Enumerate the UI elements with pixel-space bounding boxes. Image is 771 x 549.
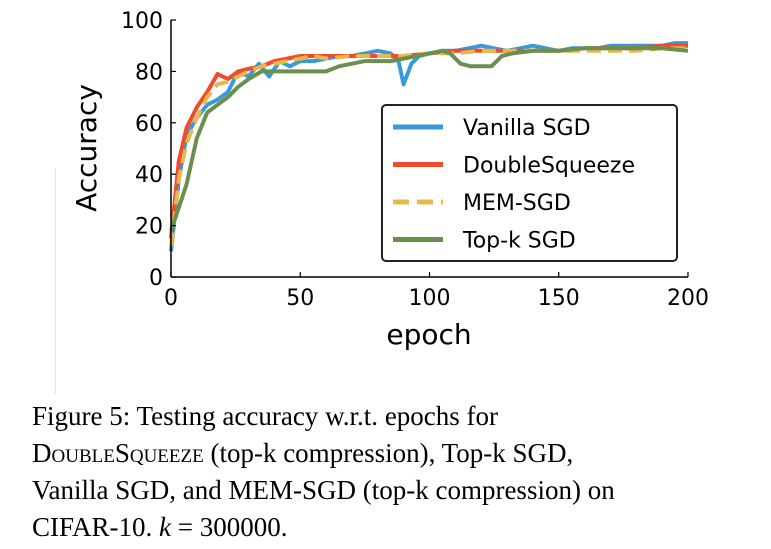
legend-label-mem-sgd: MEM-SGD (463, 191, 571, 216)
y-tick-label: 40 (135, 163, 163, 188)
caption-line-4: CIFAR-10. k = 300000. (32, 509, 750, 546)
caption-word: accuracy (222, 401, 319, 431)
series-layer (169, 41, 689, 252)
series-line-top-k-sgd (169, 46, 689, 232)
y-tick-label: 100 (121, 9, 163, 34)
caption-word: for (466, 401, 499, 431)
tick-layer: 0 50 100 150 200 0 20 40 60 80 100 (121, 9, 709, 311)
x-tick-label: 0 (164, 286, 178, 311)
caption-text: CIFAR-10. (32, 512, 160, 542)
caption-line-3: Vanilla SGD, and MEM-SGD (top-k compress… (32, 475, 615, 505)
y-axis-label: Accuracy (70, 84, 103, 212)
x-tick-label: 200 (667, 286, 709, 311)
y-tick-label: 20 (135, 215, 163, 240)
y-tick-label: 0 (149, 266, 163, 291)
figure-caption: Figure 5: Testing accuracy w.r.t. epochs… (32, 398, 750, 546)
math-variable-k: k (159, 512, 171, 542)
caption-word: Figure (32, 401, 103, 431)
legend-box (381, 104, 678, 262)
caption-word: Testing (136, 401, 216, 431)
legend-label-top-k-sgd: Top-k SGD (462, 229, 576, 254)
caption-word: 5: (109, 401, 131, 431)
caption-equation: = 300000. (171, 512, 288, 542)
x-tick-label: 100 (409, 286, 451, 311)
y-tick-label: 60 (135, 112, 163, 137)
caption-line-1: Figure 5: Testing accuracy w.r.t. epochs… (32, 398, 750, 435)
caption-text: (top-k compression), Top-k SGD, (203, 438, 574, 468)
x-tick-label: 150 (538, 286, 580, 311)
scan-artifact-line (55, 168, 56, 394)
legend-label-vanilla-sgd: Vanilla SGD (463, 116, 591, 141)
x-axis-label: epoch (386, 318, 471, 351)
caption-line-2: DoubleSqueeze (top-k compression), Top-k… (32, 435, 750, 472)
caption-word: epochs (384, 401, 460, 431)
legend: Vanilla SGD DoubleSqueeze MEM-SGD Top-k SGD (381, 104, 678, 262)
caption-word: w.r.t. (325, 401, 379, 431)
x-tick-label: 50 (286, 286, 314, 311)
legend-label-doublesqueeze: DoubleSqueeze (463, 154, 635, 179)
y-tick-label: 80 (135, 60, 163, 85)
method-name-doublesqueeze: DoubleSqueeze (32, 438, 204, 468)
